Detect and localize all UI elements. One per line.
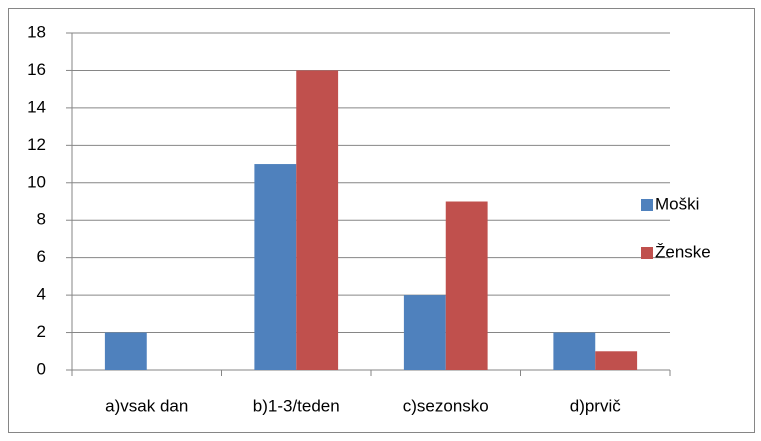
- y-tick-label: 12: [27, 135, 46, 154]
- y-tick-label: 6: [37, 247, 46, 266]
- bar: [104, 332, 147, 370]
- legend-label: Moški: [655, 194, 699, 213]
- legend-label: Ženske: [655, 242, 711, 261]
- y-tick-label: 2: [37, 322, 46, 341]
- x-tick-label: a)vsak dan: [105, 396, 188, 415]
- y-tick-label: 10: [27, 172, 46, 191]
- y-tick-label: 0: [37, 359, 46, 378]
- y-tick-label: 14: [27, 97, 46, 116]
- bar: [296, 70, 339, 370]
- bar: [553, 332, 596, 370]
- legend-swatch: [641, 247, 653, 259]
- bar: [595, 351, 638, 370]
- bar: [403, 295, 446, 370]
- y-tick-label: 4: [37, 285, 46, 304]
- x-tick-label: c)sezonsko: [403, 396, 489, 415]
- bar: [254, 164, 297, 370]
- legend-swatch: [641, 199, 653, 211]
- bar: [445, 201, 488, 370]
- y-tick-label: 16: [27, 60, 46, 79]
- x-tick-label: d)prvič: [570, 396, 622, 415]
- x-tick-label: b)1-3/teden: [253, 396, 340, 415]
- y-tick-label: 18: [27, 22, 46, 41]
- y-tick-label: 8: [37, 210, 46, 229]
